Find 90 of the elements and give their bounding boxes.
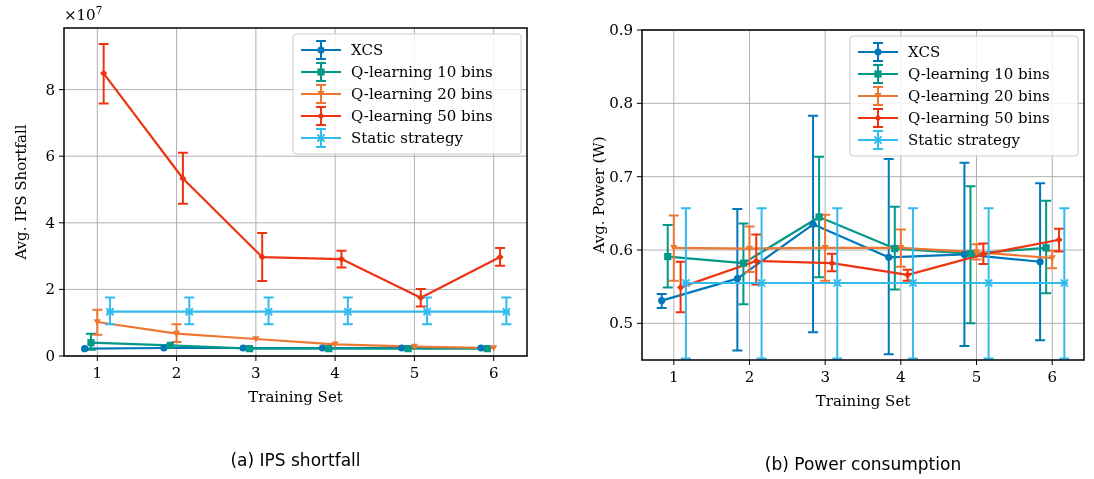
point: [343, 307, 353, 317]
point: [809, 220, 817, 228]
point: [960, 250, 969, 258]
point: [752, 257, 760, 265]
point: [908, 278, 918, 288]
point: [821, 244, 829, 252]
point: [404, 345, 412, 353]
point: [1055, 236, 1063, 244]
point: [979, 250, 987, 258]
y-tick-label: 0.6: [609, 241, 633, 259]
point: [160, 344, 168, 352]
x-tick-label: 5: [409, 364, 420, 382]
y-tick-label: 0.7: [609, 167, 633, 186]
point: [422, 307, 432, 317]
point: [739, 259, 748, 267]
x-tick-label: 1: [669, 368, 679, 386]
point: [263, 307, 274, 317]
point: [885, 253, 893, 261]
x-tick-label: 1: [92, 364, 103, 382]
legend-label: Q-learning 20 bins: [351, 85, 493, 103]
y-tick-label: 0.5: [609, 314, 633, 333]
point: [477, 344, 485, 352]
point: [81, 345, 89, 353]
x-tick-label: 2: [171, 364, 182, 382]
point: [325, 345, 333, 353]
point: [172, 330, 181, 338]
point: [410, 343, 419, 351]
point: [87, 339, 95, 347]
legend-label: Q-learning 50 bins: [351, 107, 493, 125]
point: [245, 345, 254, 353]
x-tick-label: 4: [896, 368, 906, 386]
point: [815, 213, 823, 221]
y-tick-label: 0.8: [609, 94, 633, 113]
x-axis-title: Training Set: [248, 388, 343, 406]
point: [733, 275, 741, 283]
x-tick-label: 6: [1047, 368, 1057, 386]
x-axis-title: Training Set: [815, 392, 911, 410]
legend-label: XCS: [908, 43, 941, 61]
point: [832, 278, 842, 288]
point: [496, 253, 504, 261]
y-tick-label: 2: [45, 280, 55, 299]
point: [239, 344, 247, 352]
point: [179, 174, 187, 183]
text: ×10$^{7}$: [64, 4, 103, 24]
x-tick-label: 6: [488, 364, 499, 382]
text: (a) IPS shortfall: [230, 450, 361, 470]
y-axis-title: Avg. Power (W): [590, 136, 608, 255]
point: [966, 250, 975, 258]
point: [258, 253, 266, 261]
legend-label: Q-learning 20 bins: [908, 87, 1050, 105]
point: [252, 336, 260, 343]
point: [166, 341, 174, 349]
legend-label: Q-learning 10 bins: [908, 65, 1050, 83]
y-axis-title: Avg. IPS Shortfall: [12, 124, 30, 261]
point: [756, 278, 767, 288]
point: [664, 253, 672, 261]
x-tick-label: 2: [744, 368, 755, 386]
point: [891, 244, 899, 253]
x-tick-label: 5: [971, 368, 982, 386]
legend-label: Q-learning 10 bins: [351, 63, 493, 81]
text: (b) Power consumption: [764, 454, 962, 474]
legend-label: XCS: [351, 41, 384, 59]
point: [745, 245, 754, 253]
y-tick-label: 0.9: [609, 21, 633, 39]
point: [897, 244, 905, 252]
x-tick-label: 4: [330, 364, 340, 382]
point: [490, 345, 498, 352]
x-tick-label: 3: [820, 368, 830, 386]
point: [828, 259, 836, 267]
point: [1048, 255, 1056, 262]
legend-label: Static strategy: [908, 131, 1021, 149]
point: [100, 69, 108, 77]
x-tick-label: 3: [251, 364, 261, 382]
point: [184, 307, 194, 317]
point: [417, 294, 425, 302]
point: [670, 244, 678, 252]
legend-label: Static strategy: [351, 129, 464, 147]
y-tick-label: 8: [45, 80, 55, 99]
point: [1042, 244, 1050, 252]
y-tick-label: 0: [45, 347, 55, 365]
point: [483, 345, 491, 353]
y-tick-label: 4: [45, 213, 55, 232]
point: [93, 319, 101, 326]
point: [984, 278, 994, 288]
point: [331, 341, 339, 348]
y-tick-label: 6: [45, 147, 55, 166]
legend-label: Q-learning 50 bins: [908, 109, 1050, 127]
point: [677, 283, 685, 291]
point: [1036, 258, 1044, 266]
point: [972, 249, 981, 256]
